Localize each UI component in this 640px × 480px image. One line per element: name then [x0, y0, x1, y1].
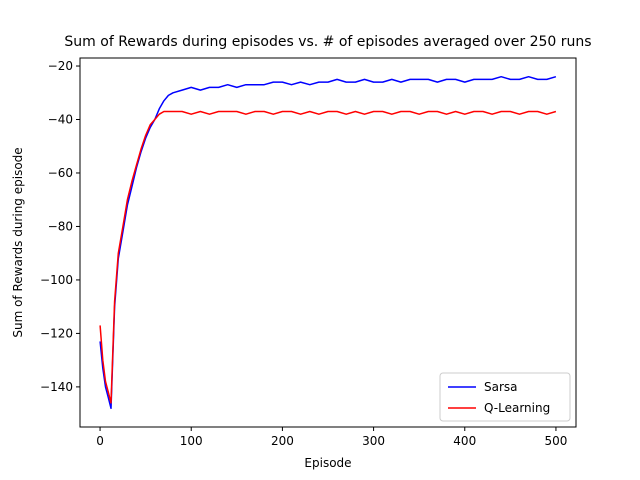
y-tick-label: −60 — [48, 166, 73, 180]
series-line-0 — [99, 75, 557, 410]
plot-area — [99, 75, 557, 410]
x-axis-ticks: 0 100 200 300 400 500 — [96, 427, 567, 448]
legend-label: Sarsa — [484, 380, 518, 394]
series-line-1 — [99, 110, 557, 404]
x-tick-label: 0 — [96, 434, 104, 448]
y-axis-ticks: −140 −120 −100 −80 −60 −40 −20 — [40, 59, 80, 394]
y-tick-label: −140 — [40, 380, 73, 394]
y-axis-label: Sum of Rewards during episode — [11, 147, 25, 337]
chart-title: Sum of Rewards during episodes vs. # of … — [64, 34, 591, 50]
x-tick-label: 400 — [453, 434, 476, 448]
x-tick-label: 100 — [180, 434, 203, 448]
legend: Sarsa Q-Learning — [439, 372, 571, 422]
plot-frame — [79, 57, 577, 428]
legend-box — [439, 372, 571, 422]
y-tick-label: −40 — [48, 113, 73, 127]
x-tick-label: 500 — [544, 434, 567, 448]
x-tick-label: 200 — [271, 434, 294, 448]
y-tick-label: −100 — [40, 273, 73, 287]
x-axis-label: Episode — [304, 456, 351, 470]
y-tick-label: −20 — [48, 59, 73, 73]
legend-label: Q-Learning — [484, 401, 550, 415]
x-tick-label: 300 — [362, 434, 385, 448]
y-tick-label: −120 — [40, 326, 73, 340]
y-tick-label: −80 — [48, 219, 73, 233]
